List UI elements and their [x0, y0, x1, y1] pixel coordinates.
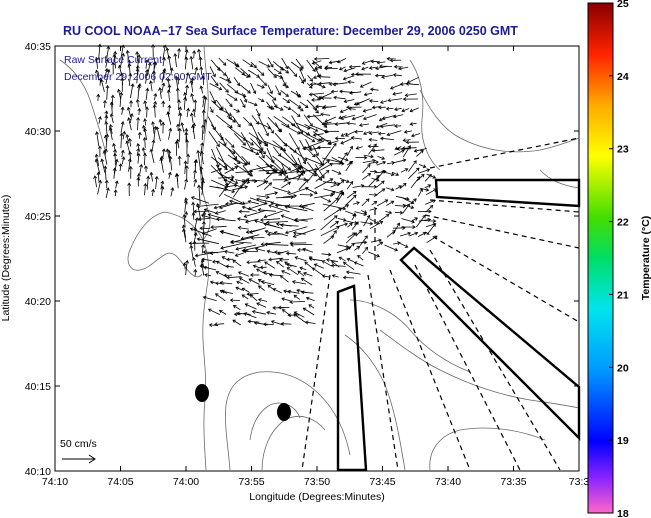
x-tick-label: 74:00 [173, 476, 199, 488]
y-axis-label: Latitude (Degrees:Minutes) [0, 195, 12, 322]
radar-beams [301, 137, 580, 471]
colorbar-tick-label: 20 [617, 362, 629, 374]
x-axis-label: Longitude (Degrees:Minutes) [249, 491, 384, 503]
colorbar-tick-label: 19 [617, 435, 629, 447]
depth-contour-11 [249, 402, 301, 441]
figure-title: RU COOL NOAA−17 Sea Surface Temperature:… [63, 24, 518, 38]
colorbar-tick-label: 22 [617, 217, 629, 229]
annotation-current-date: December 29, 2006 02:00 GMT [64, 71, 212, 83]
x-tick-label: 73:3 [569, 476, 590, 488]
colorbar-tick-label: 23 [617, 144, 629, 156]
x-tick-label: 73:55 [238, 476, 264, 488]
map-frame [54, 45, 580, 472]
surface-current-vectors [93, 43, 438, 328]
x-tick-label: 74:10 [42, 476, 68, 488]
colorbar-tick-label: 21 [617, 289, 629, 301]
y-tick-label: 40:20 [25, 296, 51, 308]
buoy-marker [195, 384, 209, 402]
y-tick-label: 40:15 [25, 381, 51, 393]
depth-contour-9 [59, 59, 106, 151]
depth-contour-1 [225, 371, 351, 471]
depth-contour-10 [539, 169, 580, 189]
scale-arrow [62, 454, 96, 464]
colorbar-tick-label: 25 [617, 0, 629, 10]
annotation-current-label: Raw Surface Current [64, 54, 162, 66]
lane-southeast [399, 246, 581, 441]
colorbar-tick-label: 18 [617, 508, 629, 518]
y-axis: 40:35 40:30 40:25 40:20 40:15 40:10 [25, 41, 579, 478]
y-tick-label: 40:30 [25, 126, 51, 138]
depth-contour-8 [409, 59, 441, 171]
lane-south [336, 284, 368, 472]
coastline [127, 211, 210, 471]
colorbar [587, 2, 614, 514]
y-tick-label: 40:35 [25, 41, 51, 53]
y-tick-label: 40:10 [25, 466, 51, 478]
lane-east [434, 178, 581, 208]
y-tick-label: 40:25 [25, 211, 51, 223]
shipping-lanes [336, 178, 581, 472]
scale-arrow-label: 50 cm/s [60, 438, 97, 450]
depth-contour-7 [419, 89, 580, 153]
colorbar-tick-label: 24 [617, 71, 629, 83]
buoy-marker [277, 403, 291, 421]
depth-contour-5 [379, 329, 580, 409]
depth-contour-6 [349, 299, 471, 373]
x-axis: 74:10 74:05 74:00 73:55 73:50 73:45 73:40 73:35… [42, 46, 590, 488]
colorbar-label: Temperature (°C) [640, 216, 651, 301]
x-tick-label: 74:05 [107, 476, 133, 488]
colorbar-ticks: 25 24 23 22 21 20 19 18 [609, 0, 629, 518]
x-tick-label: 73:40 [435, 476, 461, 488]
x-tick-label: 73:50 [304, 476, 330, 488]
depth-contour-4 [429, 427, 546, 471]
x-tick-label: 73:35 [500, 476, 526, 488]
x-tick-label: 73:45 [369, 476, 395, 488]
